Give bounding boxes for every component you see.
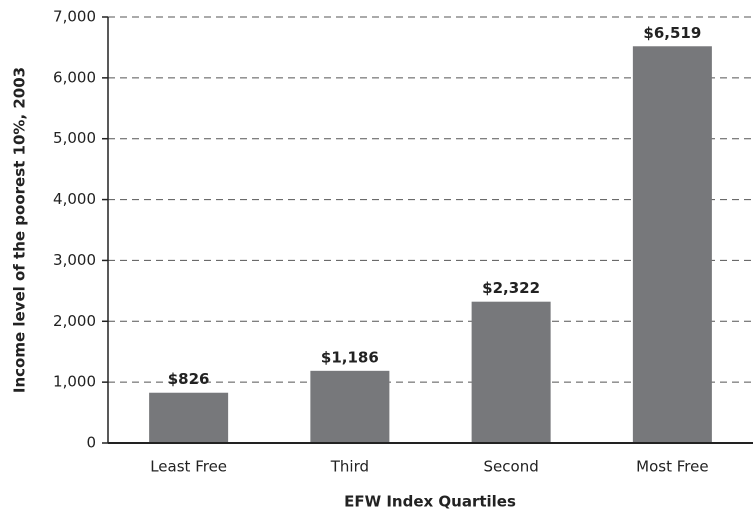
y-tick-label: 5,000 [53,129,96,147]
bar [310,370,390,443]
y-axis-label: Income level of the poorest 10%, 2003 [11,67,29,393]
y-tick-label: 2,000 [53,312,96,330]
y-tick-label: 6,000 [53,68,96,86]
x-axis-label: EFW Index Quartiles [344,493,516,511]
y-tick-label: 1,000 [53,373,96,391]
x-tick-label: Least Free [150,458,227,476]
x-tick-label: Third [330,458,369,476]
y-tick-label: 3,000 [53,251,96,269]
data-label: $6,519 [643,24,701,42]
data-label: $826 [168,370,210,388]
data-label: $1,186 [321,348,379,366]
y-tick-label: 7,000 [53,8,96,26]
x-tick-label: Most Free [636,458,708,476]
data-label: $2,322 [482,279,540,297]
bar [149,392,229,443]
y-tick-label: 0 [86,434,96,452]
x-tick-label: Second [484,458,539,476]
bar [632,46,712,444]
y-tick-label: 4,000 [53,190,96,208]
bar [471,301,551,443]
